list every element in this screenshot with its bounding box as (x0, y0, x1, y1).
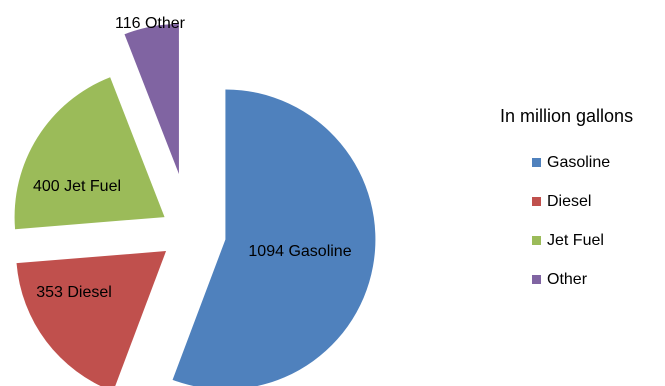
pie-slice-other (124, 24, 179, 175)
data-label-diesel: 353 Diesel (36, 284, 112, 301)
pie-slice-gasoline (172, 89, 376, 386)
pie-slice-diesel (16, 251, 167, 386)
pie-slice-jet-fuel (14, 77, 165, 230)
data-label-other: 116 Other (115, 15, 186, 32)
legend-label-other: Other (547, 270, 588, 288)
legend-label-diesel: Diesel (547, 192, 592, 210)
legend-item-other: Other (532, 260, 633, 299)
legend-swatch-diesel (532, 197, 541, 206)
legend-label-gasoline: Gasoline (547, 153, 611, 171)
legend-item-gasoline: Gasoline (532, 143, 633, 182)
legend-swatch-gasoline (532, 158, 541, 167)
data-label-jet-fuel: 400 Jet Fuel (33, 178, 121, 195)
legend-swatch-jet-fuel (532, 236, 541, 245)
legend-swatch-other (532, 275, 541, 284)
legend-title: In million gallons (500, 106, 634, 126)
legend-item-diesel: Diesel (532, 182, 633, 221)
legend-item-jet-fuel: Jet Fuel (532, 221, 633, 260)
legend-label-jet-fuel: Jet Fuel (547, 231, 604, 249)
chart-legend: In million gallons Gasoline Diesel Jet F… (500, 106, 633, 299)
data-label-gasoline: 1094 Gasoline (248, 243, 351, 260)
